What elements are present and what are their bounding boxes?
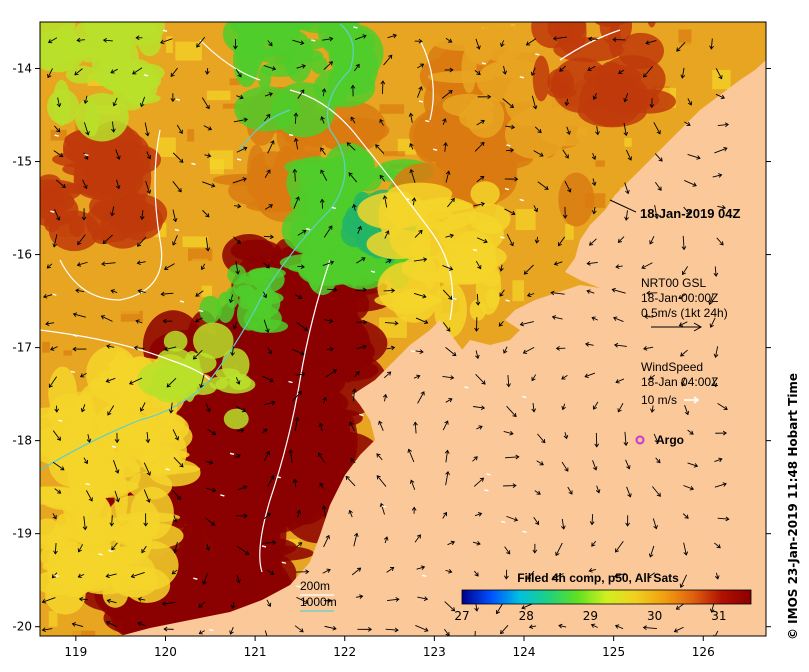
x-axis: 119 120 121 122 123 124 125 126: [64, 636, 715, 659]
front-lines: [40, 29, 621, 573]
colorbar: [461, 589, 752, 605]
timestamp-pointer: [609, 199, 637, 213]
x-tick-label: 119: [64, 645, 87, 659]
y-tick-label: -14: [12, 62, 32, 76]
wind-legend-date: 18-Jan 04:00Z: [641, 375, 718, 389]
plot-frame: [39, 21, 767, 637]
y-tick-label: -16: [12, 248, 32, 262]
x-tick-label: 123: [423, 645, 446, 659]
currents-legend-title: NRT00 GSL: [641, 276, 706, 290]
x-tick-label: 126: [692, 645, 715, 659]
colorbar-tick-label: 31: [711, 609, 726, 623]
colorbar-tick-label: 27: [454, 609, 469, 623]
y-tick-label: -19: [12, 527, 32, 541]
copyright-timestamp: © IMOS 23-Jan-2019 11:48 Hobart Time: [786, 373, 800, 640]
y-axis: -14 -15 -16 -17 -18 -19 -20: [12, 62, 771, 634]
current-arrows: [41, 26, 730, 636]
y-tick-label: -18: [12, 434, 32, 448]
colorbar-title: Filled 4h comp, p50, All Sats: [517, 571, 679, 585]
currents-legend-date: 18-Jan 00:00Z: [641, 291, 718, 305]
isobath-200-label: 200m: [300, 579, 330, 593]
isobath-1000-label: 1000m: [300, 595, 337, 609]
y-tick-label: -15: [12, 155, 32, 169]
colorbar-tick-label: 29: [583, 609, 598, 623]
x-tick-label: 125: [602, 645, 625, 659]
currents-legend-scale: 0.5m/s (1kt 24h): [641, 306, 728, 320]
y-tick-label: -20: [12, 620, 32, 634]
x-tick-label: 120: [154, 645, 177, 659]
wind-scale-arrow: [684, 396, 700, 404]
argo-marker-icon: [635, 435, 645, 445]
x-tick-label: 122: [333, 645, 356, 659]
land-mass: [120, 22, 766, 636]
argo-label: Argo: [656, 433, 684, 447]
y-tick-label: -17: [12, 341, 32, 355]
currents-scale-arrow: [651, 322, 703, 332]
sst-patches: [40, 22, 766, 636]
colorbar-ticks: 27 28 29 30 31: [454, 609, 726, 623]
colorbar-tick-label: 30: [647, 609, 662, 623]
wind-legend-scale: 10 m/s: [641, 393, 677, 407]
x-tick-label: 121: [244, 645, 267, 659]
x-tick-label: 124: [513, 645, 536, 659]
wind-legend-title: WindSpeed: [641, 360, 703, 374]
isobath-lines: [40, 23, 354, 471]
timestamp-label: 18-Jan-2019 04Z: [640, 206, 741, 221]
colorbar-tick-label: 28: [519, 609, 534, 623]
